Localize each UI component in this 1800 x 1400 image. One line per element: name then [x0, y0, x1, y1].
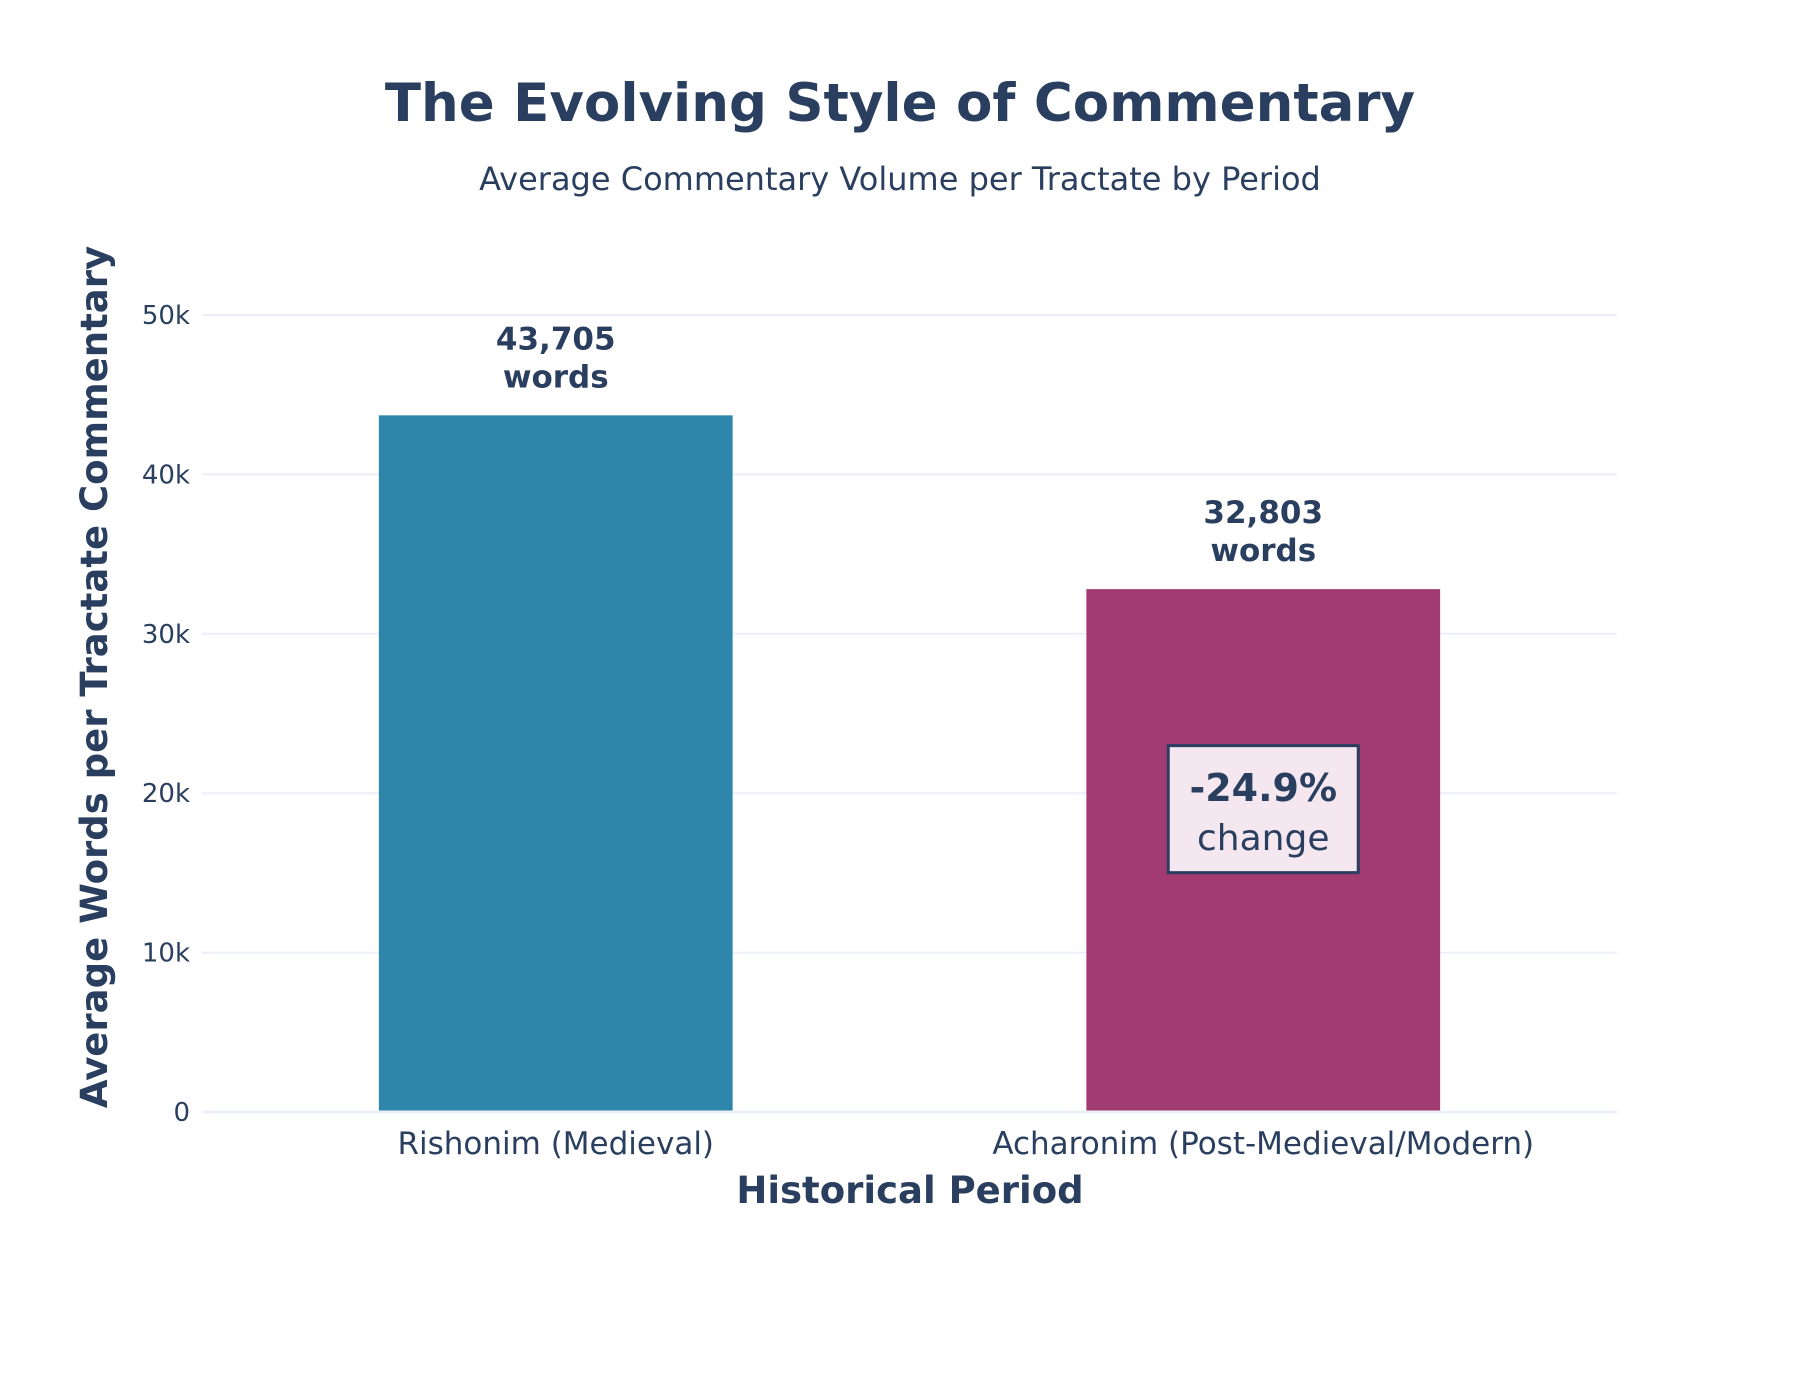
x-axis-title: Historical Period: [736, 1169, 1083, 1212]
chart-title: The Evolving Style of Commentary: [385, 73, 1415, 134]
y-tick-label: 40k: [142, 460, 190, 490]
chart-subtitle: Average Commentary Volume per Tractate b…: [479, 160, 1321, 198]
annotation-text: change: [1197, 818, 1330, 859]
annotation-value: -24.9%: [1189, 766, 1337, 810]
y-tick-label: 0: [173, 1098, 190, 1128]
bar: [378, 415, 733, 1112]
y-tick-label: 20k: [142, 779, 190, 809]
x-tick-label: Acharonim (Post-Medieval/Modern): [992, 1126, 1534, 1162]
annotation-box: [1166, 744, 1360, 875]
y-tick-label: 30k: [142, 620, 190, 650]
data-label: 43,705: [496, 321, 616, 357]
y-tick-label: 10k: [142, 939, 190, 969]
data-label: words: [1210, 533, 1316, 569]
data-label: words: [503, 359, 609, 395]
y-axis-title: Average Words per Tractate Commentary: [73, 246, 116, 1108]
x-tick-labels: Rishonim (Medieval) Acharonim (Post-Medie…: [397, 1126, 1534, 1162]
y-tick-label: 50k: [142, 301, 190, 331]
y-tick-labels: 0 10k 20k 30k 40k 50k: [142, 301, 190, 1128]
change-annotation: -24.9% change: [1166, 744, 1360, 875]
data-label: 32,803: [1203, 495, 1323, 531]
x-tick-label: Rishonim (Medieval): [397, 1126, 714, 1162]
